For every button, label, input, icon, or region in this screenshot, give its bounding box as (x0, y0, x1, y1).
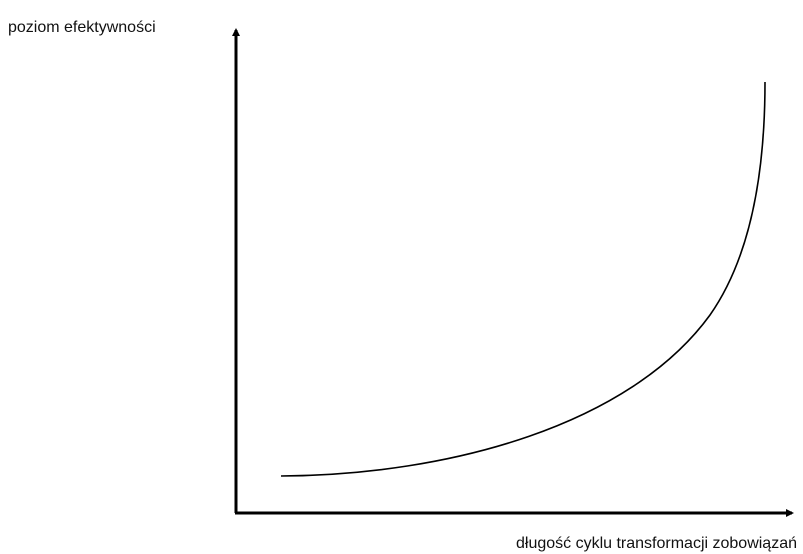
curve (280, 81, 766, 477)
x-axis-label: długość cyklu transformacji zobowiązań (516, 535, 797, 552)
y-axis-label: poziom efektywności (8, 19, 156, 36)
